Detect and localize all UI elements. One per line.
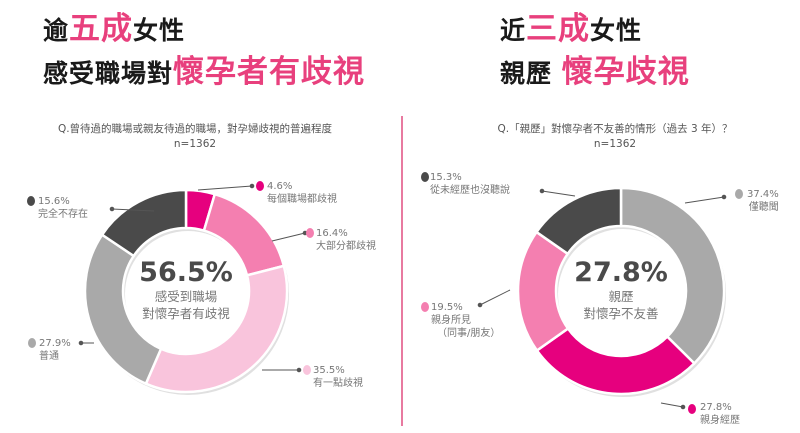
- right-headline-suffix: 女性: [590, 16, 643, 45]
- left-headline-suffix: 女性: [133, 16, 186, 45]
- right-headline-prefix: 近: [500, 16, 527, 45]
- left-label-none: 15.6% 完全不存在: [38, 195, 88, 221]
- label-pct: 35.5%: [313, 365, 345, 376]
- left-center-annotation: 56.5% 感受到職場 對懷孕者有歧視: [111, 258, 261, 322]
- label-pct: 16.4%: [316, 228, 348, 239]
- label-text: 僅聽聞: [748, 202, 779, 213]
- section-divider: [401, 116, 403, 426]
- left-center-value: 56.5%: [139, 257, 233, 288]
- label-pct: 27.9%: [39, 338, 71, 349]
- donut-segment: [83, 233, 163, 386]
- right-headline2-prefix: 親歷: [500, 59, 553, 88]
- legend-dot-pink: [421, 302, 429, 312]
- left-headline-line1: 逾五成女性: [43, 12, 185, 48]
- label-pct: 15.6%: [38, 196, 70, 207]
- left-question: Q.曾待過的職場或親友待過的職場，對孕婦歧視的普遍程度 n=1362: [35, 122, 355, 152]
- right-center-annotation: 27.8% 親歷 對懷孕不友善: [546, 258, 696, 322]
- label-pct: 15.3%: [430, 172, 462, 183]
- label-text: 有一點歧視: [313, 378, 363, 389]
- label-pct: 4.6%: [267, 181, 293, 192]
- left-center-line1: 感受到職場: [154, 289, 218, 304]
- right-label-heard-only: 37.4% 僅聽聞: [747, 188, 779, 214]
- label-text: 從未經歷也沒聽說: [430, 185, 510, 196]
- left-label-every-workplace: 4.6% 每個職場都歧視: [267, 180, 337, 206]
- legend-dot-magenta: [688, 404, 696, 414]
- donut-segment: [534, 186, 623, 256]
- right-sample-size: n=1362: [593, 138, 637, 150]
- legend-dot-dark-gray: [421, 172, 429, 182]
- left-label-some: 35.5% 有一點歧視: [313, 364, 363, 390]
- right-label-witnessed: 19.5% 親身所見 （同事/朋友）: [431, 301, 500, 340]
- right-label-experienced: 27.8% 親身經歷: [700, 401, 740, 427]
- right-label-never: 15.3% 從未經歷也沒聽說: [430, 171, 510, 197]
- right-headline-line1: 近三成女性: [500, 12, 642, 48]
- right-headline-line2: 親歷 懷孕歧視: [500, 54, 690, 92]
- left-headline2-highlight: 懷孕者有歧視: [173, 54, 366, 90]
- left-headline-highlight: 五成: [69, 11, 134, 47]
- left-center-line2: 對懷孕者有歧視: [142, 306, 230, 321]
- legend-dot-dark-gray: [27, 196, 35, 206]
- label-pct: 27.8%: [700, 402, 732, 413]
- legend-dot-light-gray: [28, 338, 36, 348]
- label-pct: 37.4%: [747, 189, 779, 200]
- right-headline2-highlight: 懷孕歧視: [561, 54, 690, 90]
- left-headline-prefix: 逾: [43, 16, 70, 45]
- donut-segment: [144, 264, 289, 394]
- label-text: 大部分都歧視: [316, 241, 376, 252]
- right-question-text: Q.「親歷」對懷孕者不友善的情形（過去 3 年）？: [497, 123, 733, 135]
- legend-dot-light-gray: [735, 189, 743, 199]
- donut-segment: [100, 188, 188, 258]
- donut-segment: [535, 326, 697, 396]
- left-sample-size: n=1362: [173, 138, 217, 150]
- right-center-value: 27.8%: [574, 257, 668, 288]
- right-headline-highlight: 三成: [526, 11, 591, 47]
- legend-dot-pink: [306, 228, 314, 238]
- left-question-text: Q.曾待過的職場或親友待過的職場，對孕婦歧視的普遍程度: [57, 123, 333, 135]
- left-label-most: 16.4% 大部分都歧視: [316, 227, 376, 253]
- legend-dot-magenta: [256, 181, 264, 191]
- legend-dot-light-pink: [303, 365, 311, 375]
- left-label-average: 27.9% 普通: [39, 337, 71, 363]
- right-center-line2: 對懷孕不友善: [583, 306, 659, 321]
- label-text: 親身經歷: [700, 415, 740, 426]
- left-headline2-prefix: 感受職場對: [43, 59, 174, 88]
- left-headline-line2: 感受職場對懷孕者有歧視: [43, 54, 365, 92]
- label-text: 完全不存在: [38, 209, 88, 220]
- right-center-line1: 親歷: [608, 289, 634, 304]
- right-question: Q.「親歷」對懷孕者不友善的情形（過去 3 年）？ n=1362: [455, 122, 775, 152]
- label-text: 親身所見: [431, 315, 471, 326]
- donut-segment: [619, 186, 726, 366]
- label-text: 普通: [39, 351, 59, 362]
- label-text-2: （同事/朋友）: [437, 328, 501, 339]
- label-text: 每個職場都歧視: [267, 194, 337, 205]
- label-pct: 19.5%: [431, 302, 463, 313]
